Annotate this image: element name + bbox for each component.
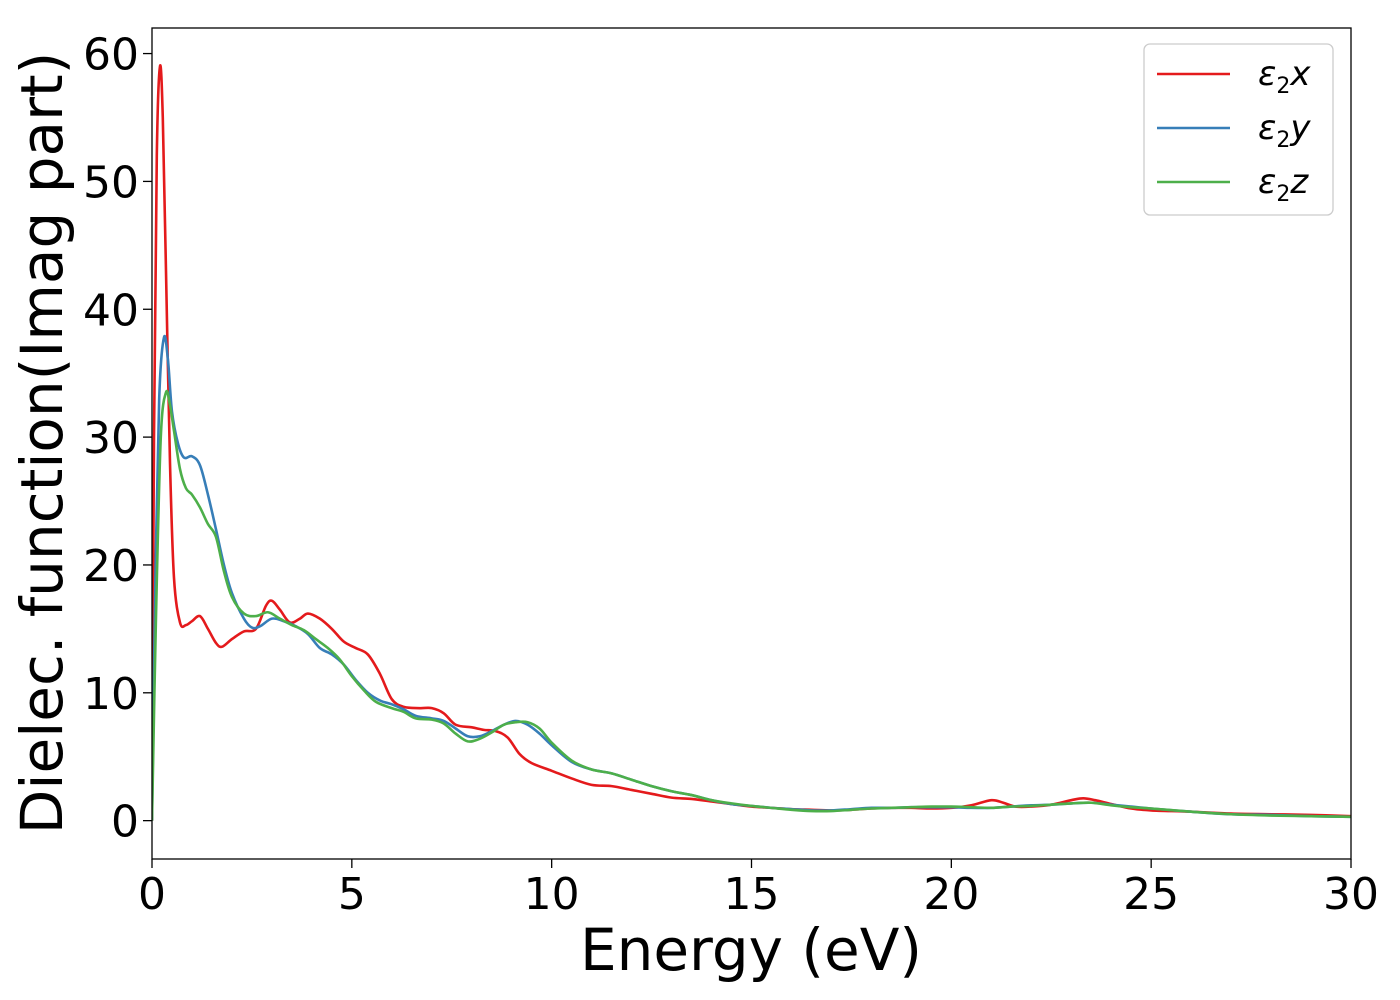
series-layer	[152, 63, 1351, 821]
y-tick-label: 30	[83, 413, 139, 464]
x-axis-title: Energy (eV)	[580, 916, 922, 984]
x-tick-label: 25	[1123, 869, 1179, 920]
x-tick-label: 20	[923, 869, 979, 920]
y-axis-title: Dielec. function(Imag part)	[8, 52, 76, 835]
y-tick-label: 60	[83, 30, 139, 81]
x-tick-label: 30	[1323, 869, 1379, 920]
x-axis: 0 5 10 15 20 25 30	[138, 859, 1379, 920]
x-tick-label: 0	[138, 869, 166, 920]
legend: ε2x ε2y ε2z	[1143, 43, 1334, 216]
x-tick-label: 5	[338, 869, 366, 920]
legend-box	[1143, 43, 1334, 216]
x-tick-label: 15	[724, 869, 780, 920]
y-tick-label: 10	[83, 669, 139, 720]
x-tick-label: 10	[524, 869, 580, 920]
legend-label-x: ε2x	[1258, 54, 1311, 99]
y-tick-label: 50	[83, 157, 139, 208]
y-tick-label: 40	[83, 285, 139, 336]
series-line-z	[152, 389, 1351, 821]
y-tick-label: 20	[83, 541, 139, 592]
legend-label-z: ε2z	[1258, 162, 1309, 207]
y-axis: 0 10 20 30 40 50 60	[83, 30, 152, 848]
legend-label-y: ε2y	[1258, 108, 1311, 153]
y-tick-label: 0	[111, 797, 139, 848]
